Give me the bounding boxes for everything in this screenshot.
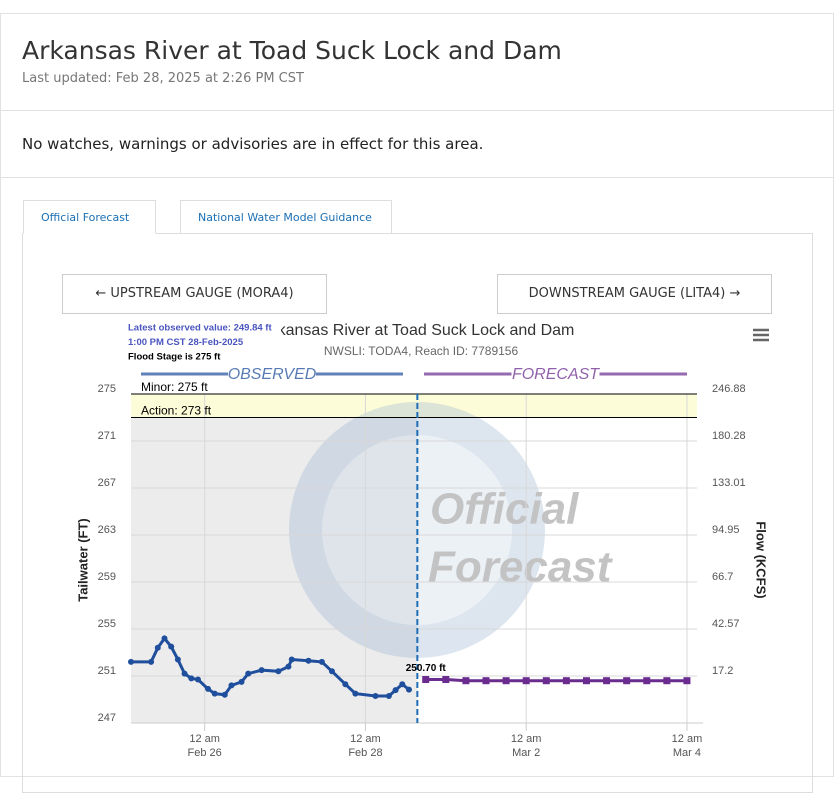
last-updated: Last updated: Feb 28, 2025 at 2:26 PM CS… <box>22 71 304 86</box>
button-label: DOWNSTREAM GAUGE (LITA4) <box>528 286 726 301</box>
page: {"header": {"title": "Arkansas River at … <box>0 13 834 793</box>
page-title: Arkansas River at Toad Suck Lock and Dam <box>22 36 562 65</box>
header: Arkansas River at Toad Suck Lock and Dam… <box>0 13 834 111</box>
arrow-icon: ← <box>95 286 111 301</box>
tab[interactable]: Official Forecast <box>23 200 156 234</box>
upstream-button[interactable]: ← UPSTREAM GAUGE (MORA4) <box>62 274 327 314</box>
alert-text: No watches, warnings or advisories are i… <box>22 135 484 153</box>
alert: No watches, warnings or advisories are i… <box>0 110 834 178</box>
button-label: UPSTREAM GAUGE (MORA4) <box>110 286 294 301</box>
downstream-button[interactable]: DOWNSTREAM GAUGE (LITA4) → <box>497 274 772 314</box>
tab[interactable]: National Water Model Guidance <box>180 200 392 234</box>
arrow-icon: → <box>725 286 741 301</box>
tab-panel <box>22 233 813 793</box>
